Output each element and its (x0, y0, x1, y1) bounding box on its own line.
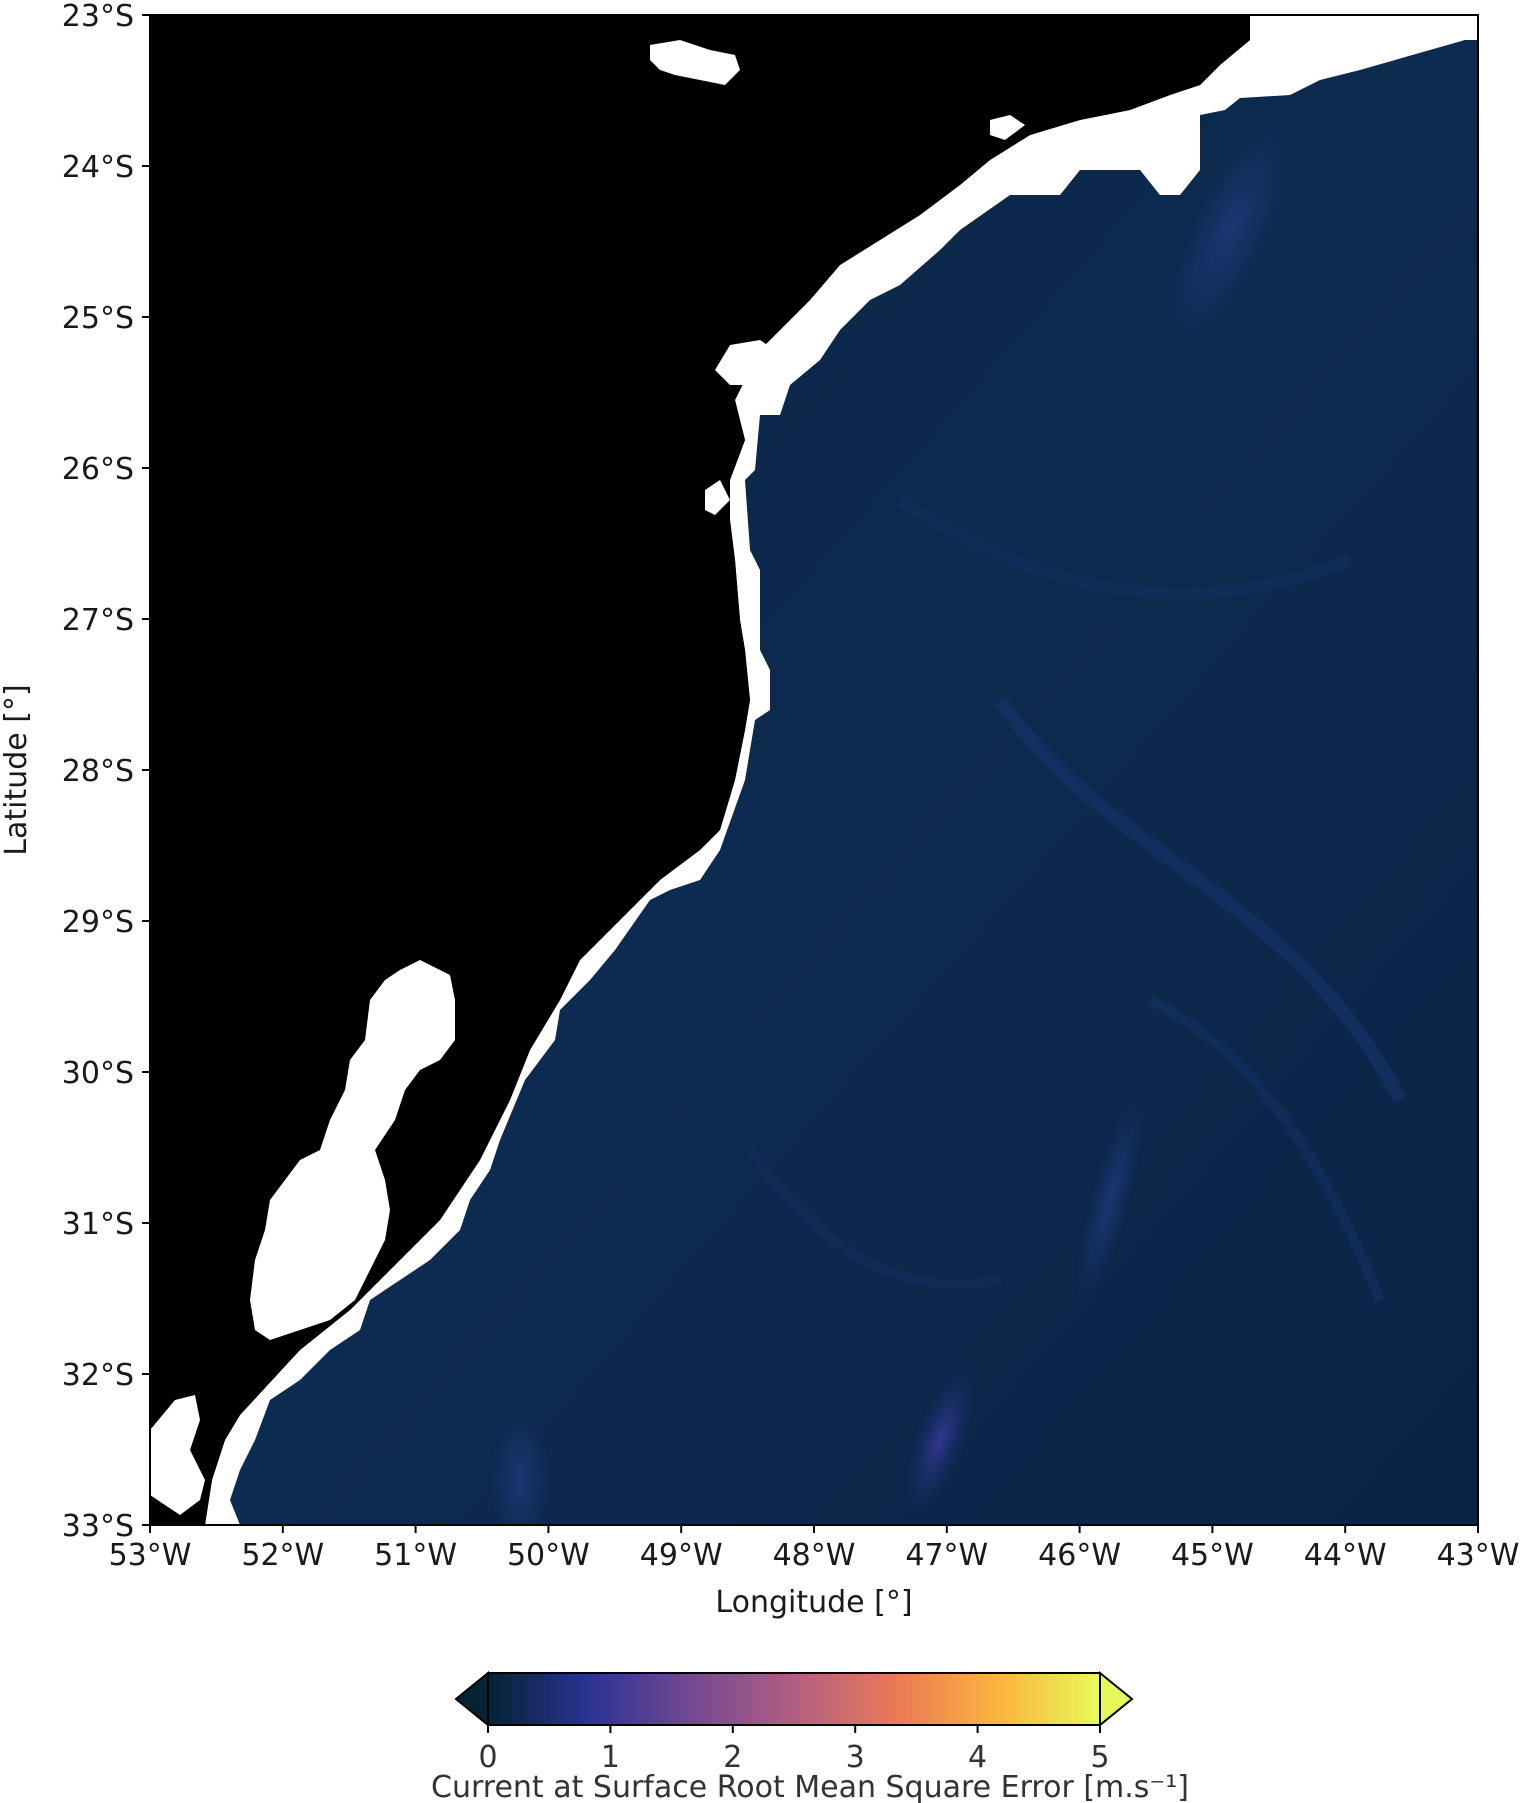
longitude-tick-label: 48°W (773, 1538, 856, 1573)
latitude-tick-label: 33°S (62, 1509, 134, 1544)
latitude-ticks: 23°S 24°S 25°S 26°S 27°S 28°S 29°S 30°S 31°S 32°S… (62, 0, 150, 1544)
latitude-tick-label: 27°S (62, 603, 134, 638)
colorbar-extend-min (454, 1670, 489, 1728)
eddy-filament (745, 1147, 1001, 1290)
latitude-tick-label: 28°S (62, 754, 134, 789)
error-hotspot (903, 1364, 977, 1516)
colorbar-tick-label: 2 (723, 1740, 742, 1775)
colorbar-label: Current at Surface Root Mean Square Erro… (431, 1770, 1189, 1803)
bay-santos (1160, 100, 1200, 150)
longitude-ticks: 53°W 52°W 51°W 50°W 49°W 48°W 47°W 46°W 45°W 44°W… (109, 1525, 1520, 1573)
colorbar-tick-label: 0 (478, 1740, 497, 1775)
latitude-tick-label: 29°S (62, 905, 134, 940)
longitude-tick-label: 49°W (640, 1538, 723, 1573)
colorbar-ticks: 0 1 2 3 4 5 (478, 1725, 1110, 1775)
colorbar-tick-label: 3 (846, 1740, 865, 1775)
land-mass (150, 15, 1250, 1525)
longitude-tick-label: 52°W (241, 1538, 324, 1573)
error-hotspot (490, 1410, 550, 1525)
latitude-tick-label: 25°S (62, 301, 134, 336)
bay-paranagua (715, 340, 785, 385)
eddy-filament (1147, 995, 1385, 1302)
latitude-tick-label: 32°S (62, 1358, 134, 1393)
colorbar-tick-label: 5 (1090, 1740, 1109, 1775)
longitude-tick-label: 44°W (1304, 1538, 1387, 1573)
longitude-tick-label: 45°W (1171, 1538, 1254, 1573)
lagoon-mirim (150, 1395, 205, 1515)
longitude-tick-label: 53°W (109, 1538, 192, 1573)
error-hotspot (1167, 119, 1293, 341)
colorbar: 0 1 2 3 4 5 Current at Surface Root Mean Squa… (431, 1670, 1189, 1803)
y-axis-label: Latitude [°] (0, 684, 34, 855)
longitude-tick-label: 50°W (507, 1538, 590, 1573)
lake (990, 115, 1025, 140)
longitude-tick-label: 46°W (1038, 1538, 1121, 1573)
longitude-tick-label: 43°W (1437, 1538, 1520, 1573)
latitude-tick-label: 23°S (62, 0, 134, 34)
colorbar-tick-label: 1 (601, 1740, 620, 1775)
reservoir (650, 40, 740, 85)
coastal-mask (205, 15, 1478, 1525)
colorbar-extend-max (1099, 1670, 1134, 1728)
map-axes: 53°W 52°W 51°W 50°W 49°W 48°W 47°W 46°W 45°W 44°W… (0, 0, 1519, 1620)
error-field-structures (150, 15, 1478, 1525)
longitude-tick-label: 47°W (905, 1538, 988, 1573)
x-axis-label: Longitude [°] (715, 1585, 912, 1620)
coastal-lagoon (705, 480, 730, 515)
longitude-tick-label: 51°W (374, 1538, 457, 1573)
lagoon-dos-patos (250, 960, 455, 1340)
colorbar-body (487, 1672, 1101, 1726)
colorbar-tick-label: 4 (968, 1740, 987, 1775)
latitude-tick-label: 24°S (62, 150, 134, 185)
error-hotspot (1075, 1093, 1145, 1307)
eddy-filament (994, 696, 1407, 1104)
eddy-filament (896, 495, 1353, 600)
latitude-tick-label: 30°S (62, 1056, 134, 1091)
latitude-tick-label: 31°S (62, 1207, 134, 1242)
latitude-tick-label: 26°S (62, 452, 134, 487)
